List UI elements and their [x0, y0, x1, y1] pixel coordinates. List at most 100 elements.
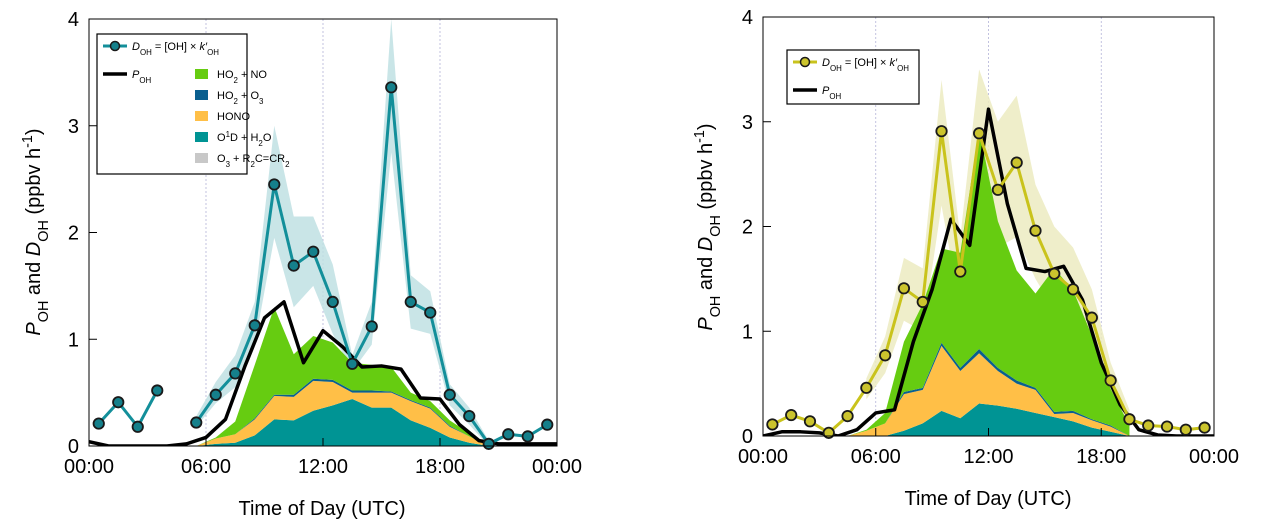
dOH-marker [482, 437, 495, 450]
dOH-marker [1179, 423, 1192, 436]
legend-dOH-marker [109, 40, 121, 52]
plot-area [89, 19, 557, 446]
y-tick-label: 3 [742, 112, 753, 134]
plot-area [763, 69, 1214, 436]
y-tick-label: 4 [68, 9, 79, 31]
dOH-marker [151, 384, 164, 397]
dOH-marker [897, 282, 911, 295]
legend-hono-label: HONO [217, 111, 250, 123]
dOH-marker [1123, 413, 1136, 426]
legend-o3-alkene-swatch [195, 153, 208, 163]
dOH-marker [1160, 420, 1174, 433]
dOH-marker [521, 430, 534, 443]
pOH-line [763, 107, 1214, 436]
x-axis-title: Time of Day (UTC) [904, 488, 1071, 510]
dOH-marker [365, 320, 378, 333]
legend: DOH = [OH] × k′OH POH HO2 + NO HO2 + O3 HONO… [96, 33, 290, 175]
dOH-marker [385, 81, 398, 94]
dOH-uncertainty-band [866, 69, 1130, 426]
dOH-marker [1066, 283, 1080, 296]
legend-pOH-label: POH [822, 85, 841, 101]
x-tick-label: 00:00 [1189, 446, 1239, 468]
y-tick-label: 3 [68, 116, 79, 138]
dOH-marker [954, 265, 967, 278]
dOH-marker [131, 420, 144, 433]
dOH-marker [1048, 267, 1061, 280]
dOH-marker [307, 245, 320, 258]
dOH-marker [1029, 224, 1042, 237]
legend-pOH-label: POH [132, 69, 151, 85]
area-ho2-no [847, 129, 1130, 436]
dOH-marker [404, 295, 417, 308]
x-tick-label: 00:00 [738, 446, 788, 468]
legend-o1d-h2o-label: O1D + H2O [217, 130, 272, 148]
dOH-marker [1010, 156, 1023, 169]
dOH-marker [541, 418, 554, 431]
legend-box [96, 33, 248, 175]
x-tick-label: 12:00 [963, 446, 1013, 468]
area-ho2-no [196, 307, 489, 446]
area-hono [196, 380, 489, 446]
y-tick-label: 0 [68, 436, 79, 458]
y-tick-label: 0 [742, 426, 753, 448]
dOH-marker [424, 306, 437, 319]
dOH-marker [287, 259, 300, 272]
x-tick-label: 18:00 [1076, 446, 1126, 468]
y-axis-title: POH and DOH (ppbv h-1) [20, 128, 52, 335]
y-tick-label: 2 [68, 223, 79, 245]
area-hono [847, 345, 1130, 436]
x-tick-label: 00:00 [532, 456, 582, 478]
legend-hono-swatch [195, 111, 208, 121]
area-ho2-o3 [847, 342, 1130, 436]
dOH-marker [326, 295, 339, 308]
dOH-marker [1085, 311, 1098, 324]
x-tick-label: 18:00 [415, 456, 465, 478]
y-tick-label: 1 [742, 321, 753, 343]
dOH-marker [766, 418, 779, 431]
dOH-marker [935, 125, 948, 138]
dOH-marker [346, 357, 359, 370]
area-o1d-h2o [196, 399, 489, 446]
x-tick-label: 00:00 [64, 456, 114, 478]
legend-ho2-o3-swatch [195, 90, 208, 100]
dOH-marker [841, 409, 854, 423]
area-o1d-h2o [847, 403, 1130, 436]
legend-dOH-label: DOH = [OH] × k′OH [132, 41, 219, 57]
y-tick-label: 4 [742, 7, 753, 29]
x-tick-label: 06:00 [181, 456, 231, 478]
dOH-line [97, 389, 159, 429]
legend-ho2-no-label: HO2 + NO [217, 69, 267, 85]
y-axis-title: POH and DOH (ppbv h-1) [692, 123, 724, 330]
dOH-marker [1198, 421, 1211, 434]
dOH-marker [209, 388, 222, 401]
dOH-marker [190, 416, 203, 429]
x-tick-label: 06:00 [851, 446, 901, 468]
dOH-marker [112, 396, 125, 409]
legend-ho2-o3-label: HO2 + O3 [217, 90, 264, 106]
dOH-marker [443, 388, 456, 401]
dOH-marker [229, 367, 242, 380]
legend-dOH-marker [799, 56, 811, 68]
dOH-marker [822, 426, 835, 439]
legend-o1d-h2o-swatch [195, 132, 208, 142]
legend-ho2-no-swatch [195, 69, 208, 79]
dOH-marker [803, 415, 817, 428]
x-axis-title: Time of Day (UTC) [238, 498, 405, 520]
dOH-marker [916, 295, 929, 309]
dOH-marker [502, 428, 515, 441]
dOH-marker [973, 127, 986, 140]
y-tick-label: 1 [68, 329, 79, 351]
legend-dOH-label: DOH = [OH] × k′OH [822, 57, 909, 73]
legend-o3-alkene-label: O3 + R2C=CR2 [217, 153, 290, 169]
dOH-marker [785, 408, 798, 422]
dOH-marker [879, 349, 892, 362]
dOH-marker [268, 178, 281, 191]
dOH-marker [991, 183, 1004, 196]
legend: DOH = [OH] × k′OH POH [786, 49, 920, 105]
dOH-marker [463, 410, 476, 423]
x-tick-label: 12:00 [298, 456, 348, 478]
y-tick-label: 2 [742, 217, 753, 239]
